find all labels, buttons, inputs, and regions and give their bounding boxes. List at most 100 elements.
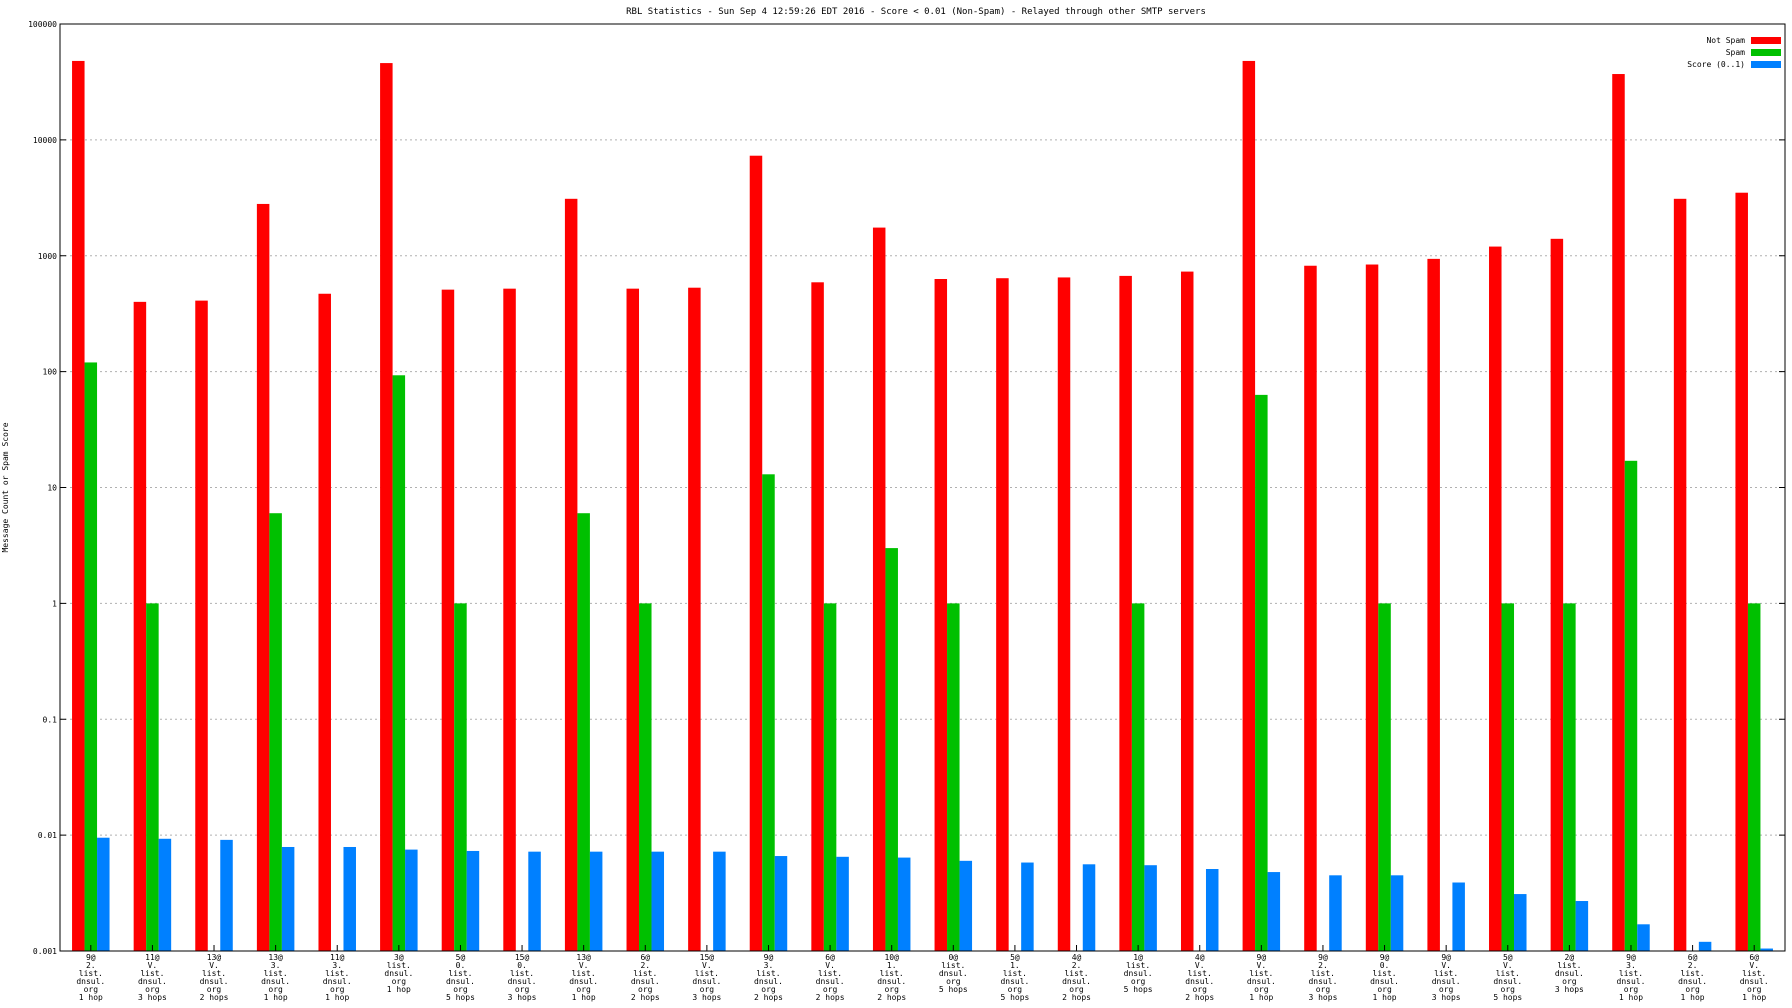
x-category-label: 9@ V. list. dnsul. org 3 hops [1432, 953, 1461, 1002]
bars [72, 60, 1773, 952]
bar-spam [1501, 603, 1515, 952]
bar-not-spam [872, 227, 886, 952]
bar-not-spam [1365, 264, 1379, 951]
bar-not-spam [441, 289, 455, 951]
y-tick-label: 1 [52, 599, 57, 608]
x-category-label: 10@ 1. list. dnsul. org 2 hops [877, 953, 906, 1002]
x-category-label: 0@ list. dnsul. org 5 hops [939, 953, 968, 994]
bar-spam [269, 513, 282, 951]
bar-not-spam [256, 203, 270, 951]
x-category-label: 9@ 3. list. dnsul. org 1 hop [1617, 953, 1646, 1002]
y-tick-label: 1000 [38, 252, 57, 261]
x-category-label: 9@ 2. list. dnsul. org 1 hop [76, 953, 105, 1002]
bar-not-spam [318, 293, 331, 951]
legend-label: Spam [1726, 48, 1745, 57]
bar-score-0-1 [651, 851, 665, 951]
bar-score-0-1 [1144, 865, 1157, 951]
bar-not-spam [626, 288, 640, 951]
x-category-label: 4@ 2. list. dnsul. org 2 hops [1062, 953, 1091, 1002]
bar-not-spam [1180, 271, 1194, 952]
plot-frame [59, 23, 1786, 952]
bar-score-0-1 [1267, 872, 1281, 951]
x-category-label: 2@ list. dnsul. org 3 hops [1555, 953, 1584, 994]
bar-score-0-1 [343, 846, 356, 951]
x-category-label: 13@ 3. list. dnsul. org 1 hop [261, 953, 290, 1002]
bar-spam [454, 603, 467, 952]
legend-swatch [1751, 37, 1781, 44]
bar-not-spam [1427, 258, 1440, 951]
bar-score-0-1 [836, 856, 849, 951]
bar-spam [1624, 460, 1638, 951]
bar-spam [577, 513, 590, 951]
bar-score-0-1 [774, 856, 788, 951]
bar-score-0-1 [589, 851, 603, 951]
bar-not-spam [1735, 192, 1748, 951]
bar-not-spam [1550, 238, 1564, 951]
x-category-label: 11@ V. list. dnsul. org 3 hops [138, 953, 167, 1002]
legend-swatch [1751, 61, 1781, 68]
x-category-label: 6@ 2. list. dnsul. org 1 hop [1678, 953, 1707, 1002]
bar-spam [392, 375, 406, 951]
bar-not-spam [688, 287, 701, 951]
bar-score-0-1 [466, 850, 480, 951]
bar-not-spam [1304, 265, 1317, 951]
bar-score-0-1 [405, 849, 418, 951]
bar-score-0-1 [713, 851, 726, 951]
bar-score-0-1 [959, 860, 973, 951]
x-category-label: 15@ 0. list. dnsul. org 3 hops [508, 953, 537, 1002]
x-category-label: 9@ 2. list. dnsul. org 3 hops [1308, 953, 1337, 1002]
x-category-label: 5@ 1. list. dnsul. org 5 hops [1000, 953, 1029, 1002]
bar-spam [84, 362, 98, 951]
legend-label: Score (0..1) [1687, 60, 1745, 69]
x-category-label: 6@ 2. list. dnsul. org 2 hops [631, 953, 660, 1002]
x-category-label: 9@ V. list. dnsul. org 1 hop [1247, 953, 1276, 1002]
bar-spam [947, 603, 960, 952]
x-category-label: 6@ V. list. dnsul. org 1 hop [1740, 953, 1769, 1002]
x-category-label: 9@ 3. list. dnsul. org 2 hops [754, 953, 783, 1002]
bar-not-spam [1119, 275, 1132, 951]
bar-score-0-1 [281, 846, 295, 951]
y-tick-label: 10 [47, 484, 57, 493]
bar-not-spam [133, 301, 147, 951]
bar-score-0-1 [528, 851, 541, 951]
y-axis-label: Message Count or Spam Score [1, 422, 10, 552]
x-category-label: 11@ 3. list. dnsul. org 1 hop [323, 953, 352, 1002]
bar-score-0-1 [158, 838, 172, 951]
bar-score-0-1 [1205, 869, 1219, 951]
bar-spam [885, 548, 898, 951]
x-category-label: 1@ list. dnsul. org 5 hops [1124, 953, 1153, 994]
bar-not-spam [749, 155, 763, 951]
bar-score-0-1 [1760, 948, 1773, 951]
y-axis-ticks: 0.001 0.01 0.1 1 10 100 1000 10000 100000 [28, 20, 1785, 956]
bar-spam [1747, 603, 1761, 952]
bar-spam [1131, 603, 1145, 952]
x-category-label: 5@ 0. list. dnsul. org 5 hops [446, 953, 475, 1002]
x-category-label: 15@ V. list. dnsul. org 3 hops [692, 953, 721, 1002]
bar-not-spam [380, 63, 393, 951]
x-category-label: 5@ V. list. dnsul. org 5 hops [1493, 953, 1522, 1002]
bar-not-spam [996, 278, 1009, 952]
y-tick-label: 100000 [28, 20, 57, 29]
y-tick-label: 0.001 [33, 947, 57, 956]
bar-score-0-1 [1514, 894, 1527, 951]
y-tick-label: 0.01 [38, 831, 57, 840]
bar-not-spam [1242, 60, 1256, 951]
bar-score-0-1 [897, 857, 911, 951]
legend: Not Spam Spam Score (0..1) [1687, 36, 1781, 69]
bar-score-0-1 [1575, 901, 1589, 951]
bar-not-spam [1612, 74, 1625, 951]
bar-not-spam [1057, 277, 1071, 951]
bar-score-0-1 [1329, 875, 1342, 951]
legend-swatch [1751, 49, 1781, 56]
bar-score-0-1 [1021, 862, 1034, 951]
chart-title: RBL Statistics - Sun Sep 4 12:59:26 EDT … [626, 7, 1206, 17]
bar-score-0-1 [1637, 924, 1650, 951]
y-tick-label: 100 [43, 368, 58, 377]
bar-not-spam [1673, 198, 1687, 951]
x-category-label: 9@ 0. list. dnsul. org 1 hop [1370, 953, 1399, 1002]
bar-spam [639, 603, 652, 952]
y-tick-label: 0.1 [43, 715, 58, 724]
x-axis-category-labels: 9@ 2. list. dnsul. org 1 hop 11@ V. list. dnsul. o… [76, 945, 1769, 1002]
x-category-label: 6@ V. list. dnsul. org 2 hops [816, 953, 845, 1002]
